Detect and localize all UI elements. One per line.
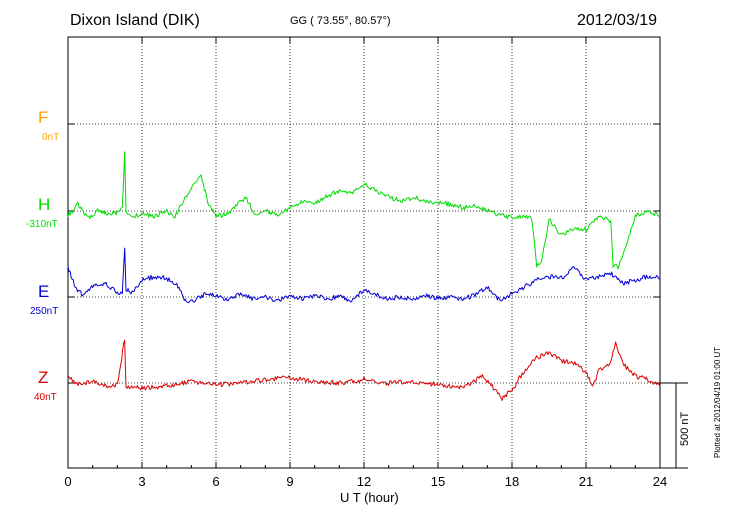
channel-f-label: F [38,108,49,127]
channel-e-baseline: 250nT [30,306,59,317]
x-tick-label: 18 [505,474,519,489]
x-tick-label: 21 [579,474,593,489]
traces [67,151,661,401]
channel-h-label: H [38,195,51,214]
x-tick-label: 15 [431,474,445,489]
plotted-note: Plotted at 2012/04/19 01:00 UT [713,346,722,458]
trace-z [67,339,661,401]
x-tick-label: 0 [64,474,71,489]
trace-e [67,247,661,304]
trace-h [67,151,661,270]
x-tick-label: 3 [138,474,145,489]
station-title: Dixon Island (DIK) [70,12,200,29]
x-tick-label: 9 [286,474,293,489]
scale-bar-label: 500 nT [679,411,691,446]
x-ticks: 0 3 6 9 12 15 18 21 24 [64,37,667,489]
channel-e-label: E [38,282,50,301]
x-tick-label: 24 [653,474,667,489]
channel-z-label: Z [38,368,49,387]
plot-date: 2012/03/19 [577,12,658,29]
x-tick-label: 12 [357,474,371,489]
station-coords: GG ( 73.55°, 80.57°) [290,15,391,27]
channel-f-baseline: 0nT [42,132,60,143]
channel-z-baseline: 40nT [34,392,57,403]
x-tick-label: 6 [212,474,219,489]
grid-lines [68,37,660,468]
channel-h-baseline: -310nT [26,219,58,230]
x-axis-label: U T (hour) [340,490,399,505]
scale-bar [660,382,688,469]
